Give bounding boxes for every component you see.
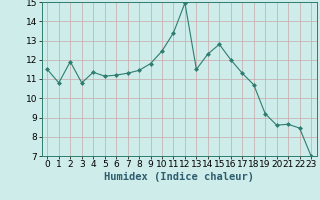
X-axis label: Humidex (Indice chaleur): Humidex (Indice chaleur) (104, 172, 254, 182)
